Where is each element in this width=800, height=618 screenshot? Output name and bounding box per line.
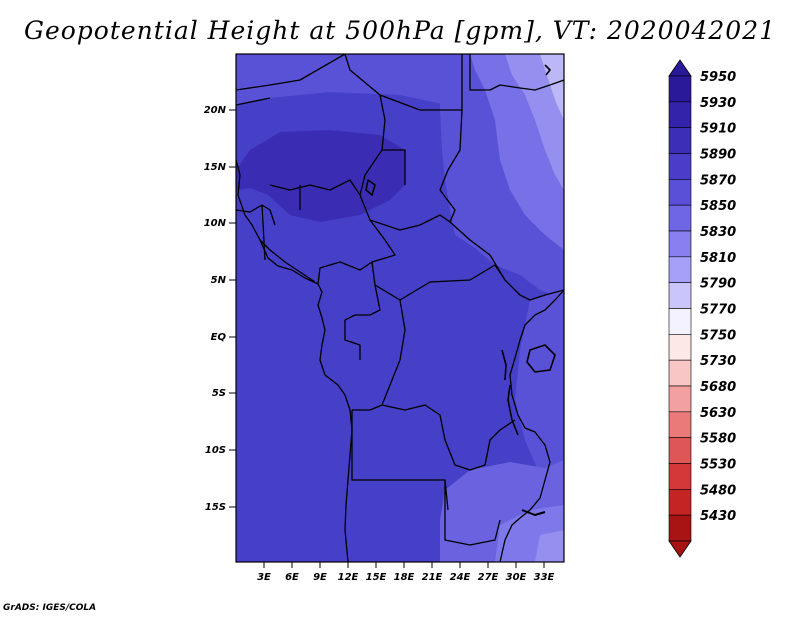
lon-label-21e: 21E xyxy=(422,572,443,583)
colorbar-swatch-5750 xyxy=(668,334,692,361)
west-african-coastline xyxy=(236,159,353,562)
height-field xyxy=(236,54,564,562)
colorbar-label-5810: 5810 xyxy=(700,251,736,266)
colorbar-label-5790: 5790 xyxy=(700,277,736,292)
lat-label-15n: 15N xyxy=(204,162,227,173)
colorbar-label-5750: 5750 xyxy=(700,328,736,343)
lon-label-27e: 27E xyxy=(478,572,499,583)
colorbar-swatch-5890 xyxy=(668,153,692,180)
lat-label-10n: 10N xyxy=(204,218,227,229)
colorbar-swatch-5770 xyxy=(668,308,692,335)
country-borders xyxy=(236,54,564,546)
colorbar-swatch-5580 xyxy=(668,437,692,464)
lake-chad xyxy=(365,179,376,196)
colorbar-label-5580: 5580 xyxy=(700,432,736,447)
lat-label-eq: EQ xyxy=(211,332,227,343)
gulf-of-guinea-coastline xyxy=(259,239,316,283)
map-title: Geopotential Height at 500hPa [gpm], VT:… xyxy=(23,16,777,45)
lon-label-12e: 12E xyxy=(338,572,359,583)
lat-label-10s: 10S xyxy=(205,445,226,456)
lon-label-3e: 3E xyxy=(257,572,271,583)
lat-label-5n: 5N xyxy=(211,275,227,286)
colorbar-swatch-5910 xyxy=(668,127,692,154)
colorbar-label-5530: 5530 xyxy=(700,458,736,473)
colorbar-swatch-5790 xyxy=(668,282,692,309)
colorbar-top-arrow xyxy=(668,59,692,77)
lake-tanganyika xyxy=(507,384,519,436)
colorbar-swatch-5530 xyxy=(668,463,692,490)
colorbar-swatch-5850 xyxy=(668,204,692,232)
colorbar-label-5830: 5830 xyxy=(700,225,736,240)
field-ne-lighter xyxy=(505,54,564,190)
colorbar-label-5850: 5850 xyxy=(700,199,736,214)
lake-kivu xyxy=(501,349,507,381)
lon-axis: 3E 6E 9E 12E 15E 18E 21E 24E 27E 30E 33E xyxy=(257,562,555,583)
field-se-palest xyxy=(535,530,564,562)
lon-label-30e: 30E xyxy=(506,572,527,583)
plot-frame xyxy=(235,53,565,563)
colorbar-label-5680: 5680 xyxy=(700,380,736,395)
lat-axis: 20N 15N 10N 5N EQ 5S 10S 15S xyxy=(204,105,236,513)
colorbar-swatch-5480 xyxy=(668,489,692,516)
lon-label-24e: 24E xyxy=(450,572,471,583)
lake-victoria xyxy=(526,344,556,373)
lat-label-20n: 20N xyxy=(204,105,227,116)
colorbar-swatch-5680 xyxy=(668,385,692,413)
colorbar-label-5930: 5930 xyxy=(700,96,736,111)
colorbar-swatch-5930 xyxy=(668,101,692,128)
field-nw-band xyxy=(236,54,470,110)
colorbar-bottom-arrow xyxy=(668,540,692,558)
colorbar-swatch-5730 xyxy=(668,359,692,387)
colorbar-swatch-5870 xyxy=(668,179,692,206)
colorbar-label-5950: 5950 xyxy=(700,70,736,85)
colorbar: 5950 5930 5910 5890 5870 5850 5830 5810 5790 5770… xyxy=(668,59,736,558)
lake-malawi xyxy=(521,509,546,516)
colorbar-swatch-5830 xyxy=(668,230,692,258)
coastlines-borders xyxy=(236,54,564,562)
lon-label-33e: 33E xyxy=(534,572,555,583)
lon-label-9e: 9E xyxy=(313,572,327,583)
lon-label-6e: 6E xyxy=(285,572,299,583)
colorbar-swatch-5950 xyxy=(668,75,692,103)
colorbar-label-5480: 5480 xyxy=(700,483,736,498)
lon-label-18e: 18E xyxy=(394,572,415,583)
east-african-coastline xyxy=(499,289,564,562)
colorbar-label-5870: 5870 xyxy=(700,173,736,188)
lat-label-15s: 15S xyxy=(205,502,226,513)
lat-label-5s: 5S xyxy=(212,388,226,399)
field-dark-core xyxy=(236,130,405,222)
colorbar-swatch-5810 xyxy=(668,256,692,283)
colorbar-swatch-5630 xyxy=(668,411,692,438)
lon-label-15e: 15E xyxy=(366,572,387,583)
colorbar-label-5770: 5770 xyxy=(700,303,736,318)
colorbar-label-5630: 5630 xyxy=(700,406,736,421)
colorbar-label-5910: 5910 xyxy=(700,122,736,137)
colorbar-label-5430: 5430 xyxy=(700,509,736,524)
footer-credit: GrADS: IGES/COLA xyxy=(3,603,97,613)
colorbar-label-5730: 5730 xyxy=(700,354,736,369)
field-ne-palest xyxy=(540,54,564,120)
colorbar-label-5890: 5890 xyxy=(700,148,736,163)
red-sea-fragment xyxy=(544,64,551,76)
colorbar-swatch-5430 xyxy=(668,514,692,542)
